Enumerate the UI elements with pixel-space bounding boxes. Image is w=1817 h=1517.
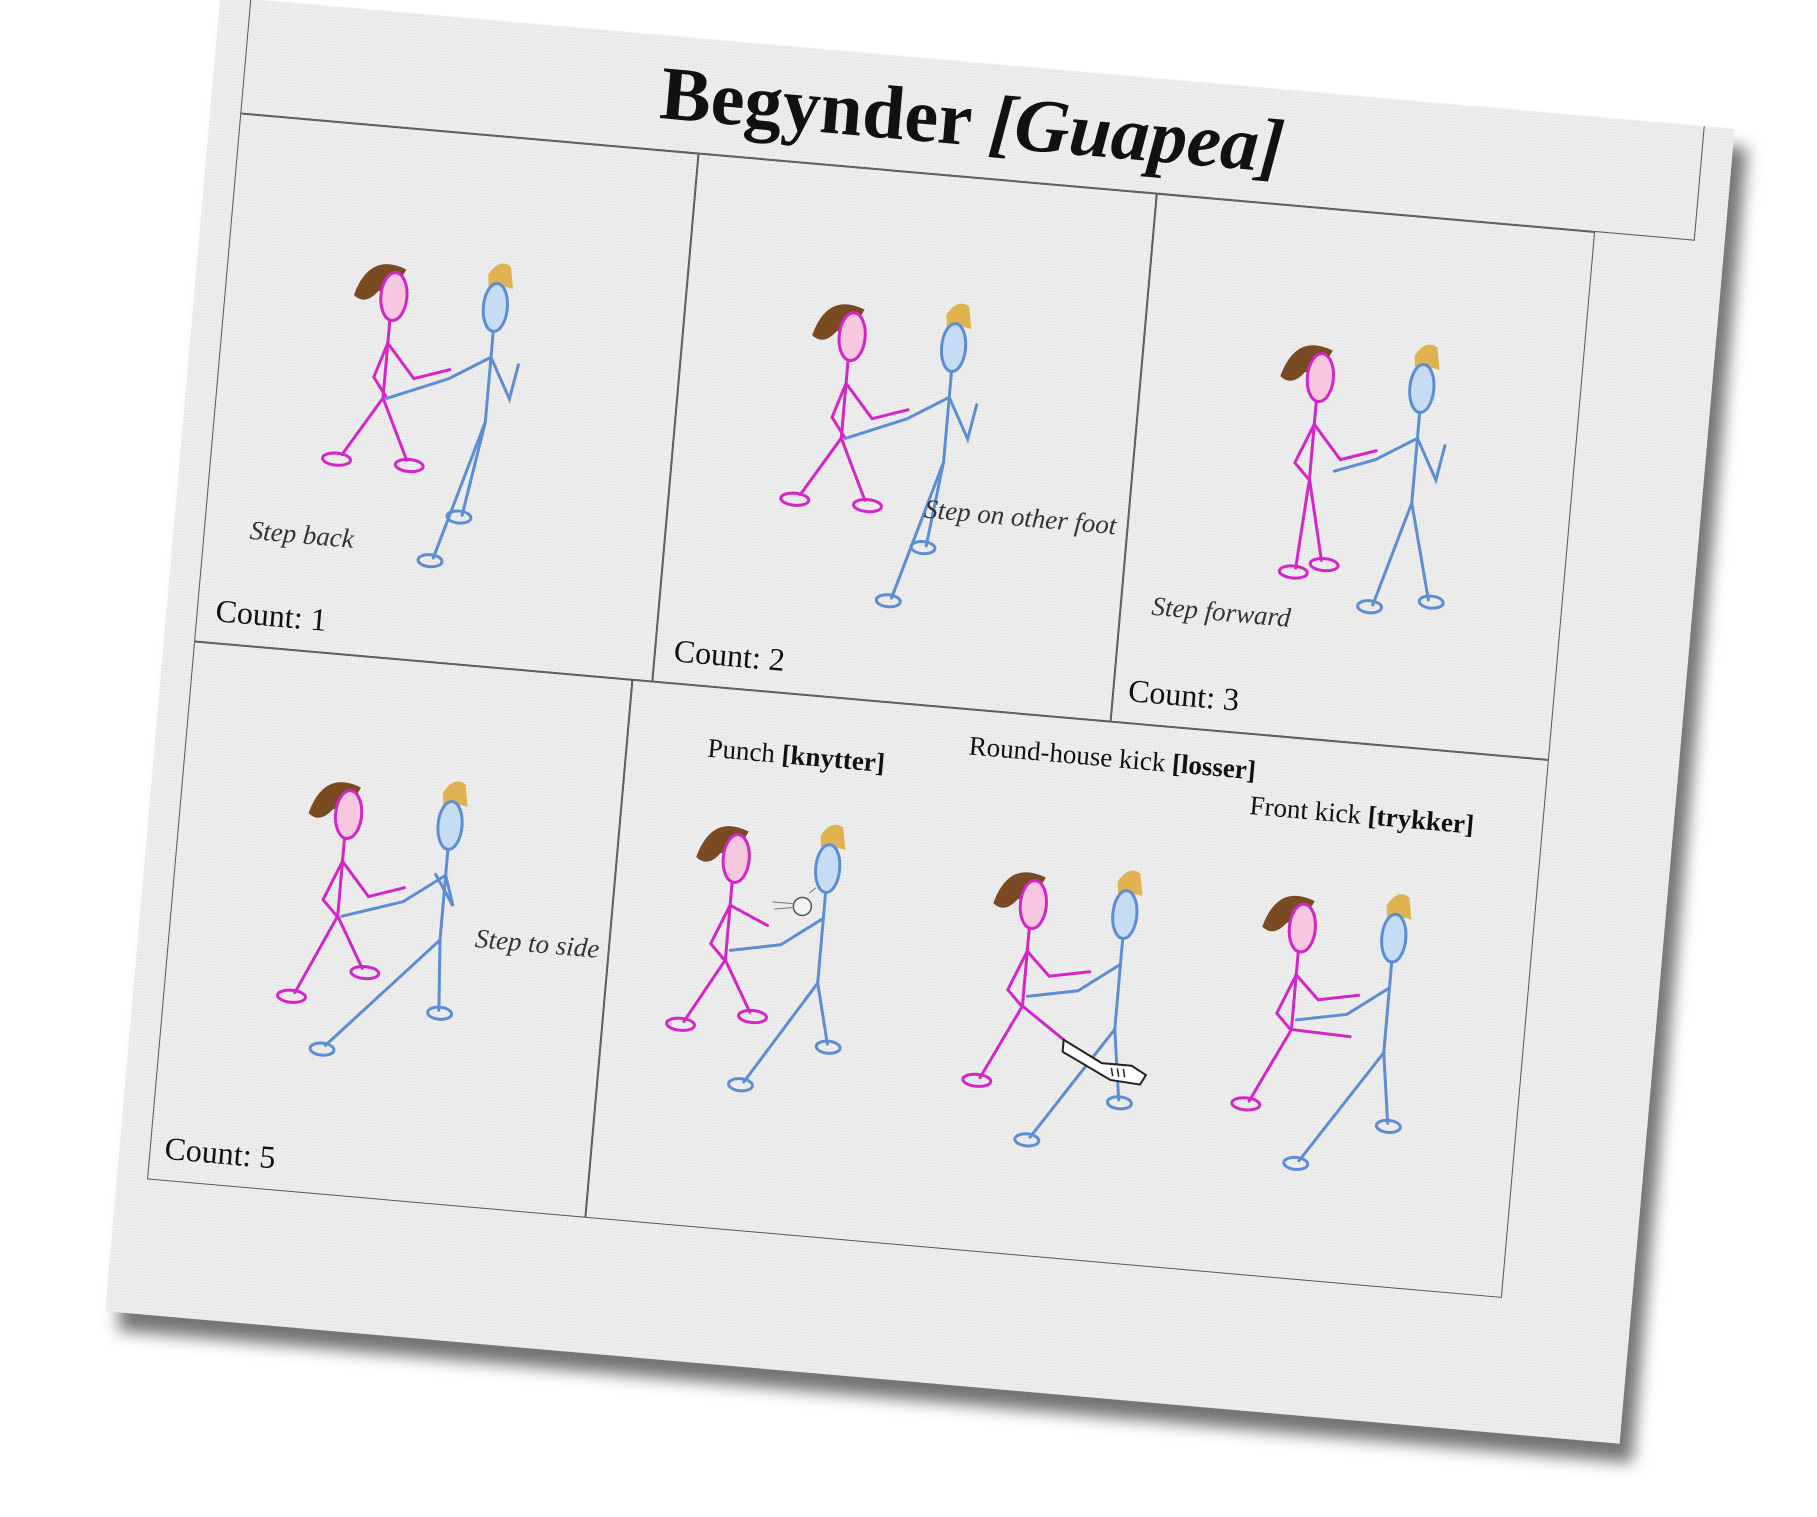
woman-figure xyxy=(961,872,1092,1088)
front-kick-text: Front kick xyxy=(1248,790,1363,830)
woman-figure xyxy=(1277,345,1378,580)
roundhouse-text: Round-house kick xyxy=(967,730,1167,778)
man-figure xyxy=(1013,870,1143,1148)
front-kick-figure xyxy=(1230,894,1412,1172)
panel-count-5: Step to side Count: 5 xyxy=(147,641,633,1218)
dancers-figure-5 xyxy=(276,781,468,1057)
move-roundhouse-label: Round-house kick [losser] xyxy=(967,730,1258,786)
man-figure xyxy=(308,781,468,1057)
front-kick-term: [trykker] xyxy=(1366,800,1476,840)
man-figure xyxy=(1332,344,1447,615)
punch-term: [knytter] xyxy=(780,739,887,779)
sheet: Begynder [Guapea] xyxy=(105,0,1735,1444)
panel-count-1: Step back Count: 1 xyxy=(194,113,699,682)
move-punch-label: Punch [knytter] xyxy=(706,733,886,779)
punch-text: Punch xyxy=(706,732,777,769)
punch-figure xyxy=(665,824,846,1093)
woman-figure xyxy=(665,826,770,1032)
woman-figure xyxy=(1230,895,1361,1112)
panel-count-2: Step on other foot Count: 2 xyxy=(652,153,1157,722)
count-label-3: Count: 3 xyxy=(1126,672,1241,718)
dancers-figure-3 xyxy=(1277,344,1447,615)
roundhouse-kick-figure xyxy=(961,870,1148,1148)
count-label-2: Count: 2 xyxy=(672,632,787,678)
man-figure xyxy=(843,303,979,609)
fist-icon xyxy=(772,887,817,917)
woman-figure xyxy=(276,782,406,1004)
man-figure xyxy=(727,824,846,1093)
panel-moves: Punch [knytter] Round-house kick [losser… xyxy=(585,679,1549,1298)
roundhouse-term: [losser] xyxy=(1170,748,1258,786)
paper-sheet: Begynder [Guapea] xyxy=(105,0,1735,1444)
count-label-1: Count: 1 xyxy=(214,592,329,638)
panel-count-3: Step forward Count: 3 xyxy=(1110,193,1596,760)
man-figure xyxy=(385,263,520,569)
man-figure xyxy=(1282,894,1412,1172)
count-label-5: Count: 5 xyxy=(163,1129,278,1176)
woman-figure xyxy=(779,304,910,514)
dancers-figure-2 xyxy=(779,303,979,609)
woman-figure xyxy=(321,264,452,474)
dancers-figure-1 xyxy=(321,263,520,569)
move-front-kick-label: Front kick [trykker] xyxy=(1248,790,1476,840)
shoe-icon xyxy=(1061,1038,1148,1086)
